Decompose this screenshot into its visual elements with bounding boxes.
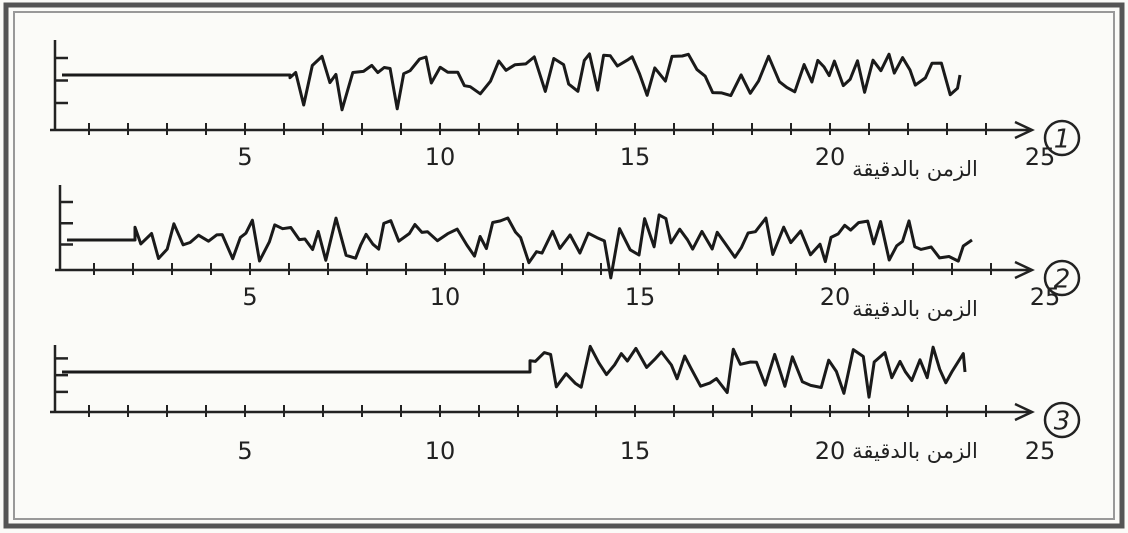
x-tick-label: 5 bbox=[237, 437, 252, 465]
x-tick-label: 25 bbox=[1025, 437, 1056, 465]
x-tick-label: 25 bbox=[1025, 143, 1056, 171]
axis-label: الزمن بالدقيقة bbox=[852, 439, 978, 463]
x-tick-label: 15 bbox=[620, 437, 651, 465]
x-tick-label: 10 bbox=[425, 437, 456, 465]
figure: 510152025الزمن بالدقيقة1510152025الزمن ب… bbox=[0, 0, 1128, 533]
x-tick-label: 10 bbox=[425, 143, 456, 171]
x-tick-label: 20 bbox=[820, 283, 851, 311]
axis-label: الزمن بالدقيقة bbox=[852, 157, 978, 181]
x-tick-label: 20 bbox=[815, 143, 846, 171]
x-tick-label: 15 bbox=[625, 283, 656, 311]
x-tick-label: 15 bbox=[620, 143, 651, 171]
axis-label: الزمن بالدقيقة bbox=[852, 297, 978, 321]
panel-number: 3 bbox=[1054, 407, 1071, 437]
panel-number: 1 bbox=[1054, 125, 1071, 155]
panel-number: 2 bbox=[1054, 265, 1071, 295]
x-tick-label: 10 bbox=[430, 283, 461, 311]
x-tick-label: 20 bbox=[815, 437, 846, 465]
x-tick-label: 5 bbox=[237, 143, 252, 171]
x-tick-label: 5 bbox=[242, 283, 257, 311]
